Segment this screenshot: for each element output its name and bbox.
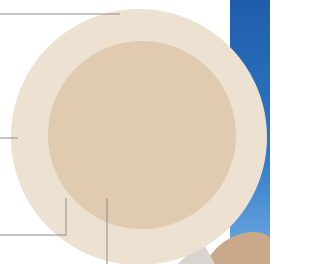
page: {} html, body { margin: 0; padding: 0; w… (0, 0, 270, 264)
body: (() => { const data = JSON.parse(documen… (0, 0, 270, 264)
inner-circle (48, 41, 236, 229)
screenshot (0, 0, 270, 264)
